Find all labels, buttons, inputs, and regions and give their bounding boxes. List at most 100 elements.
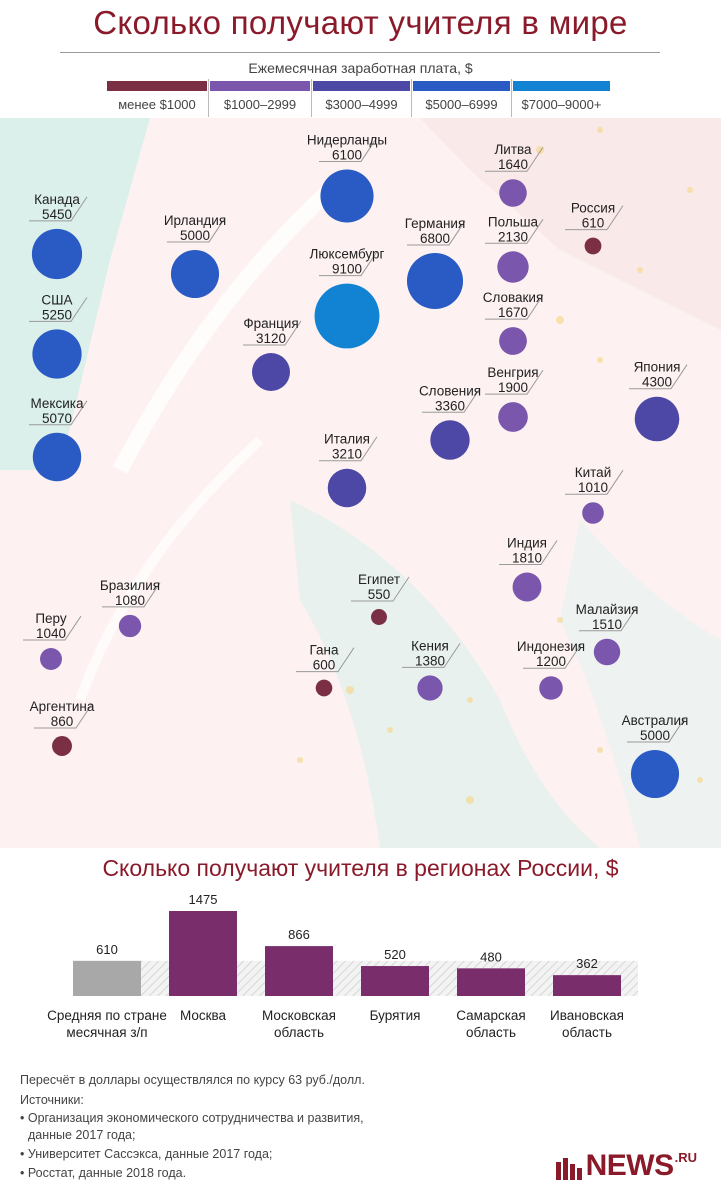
bar-category-label: Ивановская — [550, 1008, 624, 1023]
label-leader-line — [34, 703, 93, 729]
country-bubble — [498, 402, 528, 432]
country-bubble — [406, 252, 464, 310]
country-name: Франция — [243, 316, 298, 331]
country-salary: 5450 — [42, 207, 72, 222]
country-salary: 4300 — [642, 375, 672, 390]
country-salary: 550 — [368, 587, 391, 602]
country-name: Индия — [507, 536, 547, 551]
legend-label-0: менее $1000 — [118, 97, 196, 112]
country-salary: 6100 — [332, 147, 362, 162]
country-salary: 5000 — [180, 228, 210, 243]
legend-swatch-1 — [210, 81, 310, 91]
bar-category-label: Москва — [180, 1008, 227, 1023]
label-leader-line — [243, 320, 302, 346]
country-bubble — [584, 237, 602, 255]
label-leader-line — [23, 615, 82, 641]
country-bubble — [593, 638, 621, 666]
label-leader-line — [29, 297, 88, 322]
country-salary: 1670 — [498, 305, 528, 320]
country-salary: 1640 — [498, 157, 528, 172]
country-bubble — [32, 329, 82, 379]
source-item: • Организация экономического сотрудничес… — [20, 1111, 364, 1125]
label-leader-line — [102, 582, 161, 608]
source-item: данные 2017 года; — [28, 1128, 136, 1142]
country-salary: 1900 — [498, 380, 528, 395]
country-bubble — [170, 249, 220, 299]
footer — [0, 1048, 721, 1200]
country-name: Китай — [575, 465, 612, 480]
country-name: Люксембург — [310, 247, 385, 262]
country-bubble — [497, 251, 529, 283]
bar-category-label: область — [562, 1025, 612, 1040]
bar-value-label: 1475 — [189, 892, 218, 907]
label-leader-line — [422, 388, 481, 413]
country-bubble — [371, 609, 387, 625]
country-name: Египет — [358, 572, 400, 587]
label-leader-line — [485, 219, 544, 244]
bar — [457, 968, 525, 996]
legend-swatch-0 — [107, 81, 207, 91]
country-name: Перу — [35, 611, 67, 626]
country-name: Польша — [488, 214, 539, 229]
country-name: Словакия — [483, 290, 544, 305]
country-bubble — [52, 736, 72, 756]
country-salary: 1080 — [115, 593, 145, 608]
country-bubble — [32, 432, 82, 482]
country-bubble — [539, 676, 563, 700]
country-bubble — [327, 468, 367, 508]
country-bubble — [315, 679, 333, 697]
legend-divider — [208, 79, 209, 117]
russia-bar-chart: 610 Средняя по стране месячная з/п 1475 Моск… — [47, 892, 638, 1040]
label-leader-line — [407, 220, 466, 246]
label-leader-line — [579, 606, 638, 632]
label-leader-line — [402, 643, 461, 668]
country-name: Кения — [411, 638, 449, 653]
country-name: Италия — [324, 432, 370, 447]
label-leader-line — [319, 436, 378, 462]
country-salary: 9100 — [332, 262, 362, 277]
country-name: Канада — [34, 192, 80, 207]
country-name: США — [41, 292, 72, 307]
country-name: Германия — [405, 216, 466, 231]
exchange-rate-note: Пересчёт в доллары осуществлялся по курс… — [20, 1073, 365, 1087]
country-name: Австралия — [622, 713, 689, 728]
country-name: Венгрия — [487, 365, 538, 380]
legend-divider — [311, 79, 312, 117]
country-salary: 1010 — [578, 480, 608, 495]
legend-swatch-2 — [313, 81, 410, 91]
label-leader-line — [485, 294, 544, 320]
label-leader-line — [499, 540, 558, 566]
label-leader-line — [319, 137, 378, 162]
bar — [169, 911, 237, 996]
country-salary: 610 — [582, 216, 605, 231]
country-bubble — [252, 353, 290, 391]
country-salary: 3360 — [435, 398, 465, 413]
bar-category-label: область — [466, 1025, 516, 1040]
bar-category-label: Бурятия — [370, 1008, 421, 1023]
label-leader-line — [523, 643, 582, 669]
country-name: Гана — [309, 643, 339, 658]
country-salary: 2130 — [498, 229, 528, 244]
label-leader-line — [167, 217, 226, 243]
country-salary: 1380 — [415, 653, 445, 668]
country-salary: 3210 — [332, 447, 362, 462]
bar-category-label: Средняя по стране — [47, 1008, 167, 1023]
